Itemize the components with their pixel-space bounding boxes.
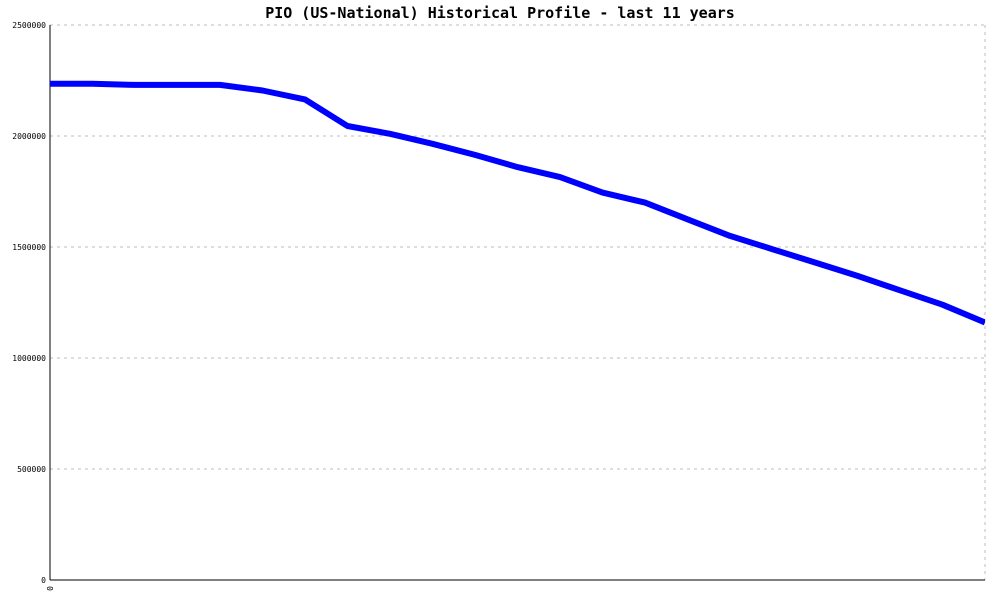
y-tick-label: 1000000	[12, 354, 46, 363]
x-tick-label: 0	[46, 586, 55, 591]
chart-title: PIO (US-National) Historical Profile - l…	[265, 4, 735, 22]
y-tick-label: 0	[41, 576, 46, 585]
y-tick-label: 2000000	[12, 132, 46, 141]
y-tick-label: 1500000	[12, 243, 46, 252]
y-tick-label: 500000	[17, 465, 46, 474]
series-layer	[50, 80, 985, 326]
y-tick-label: 2500000	[12, 21, 46, 30]
tick-labels: 0 500000 1000000 1500000 2000000 2500000 0	[12, 21, 55, 591]
grid-lines	[50, 24, 986, 580]
series-line	[50, 80, 985, 326]
axes	[49, 25, 985, 581]
